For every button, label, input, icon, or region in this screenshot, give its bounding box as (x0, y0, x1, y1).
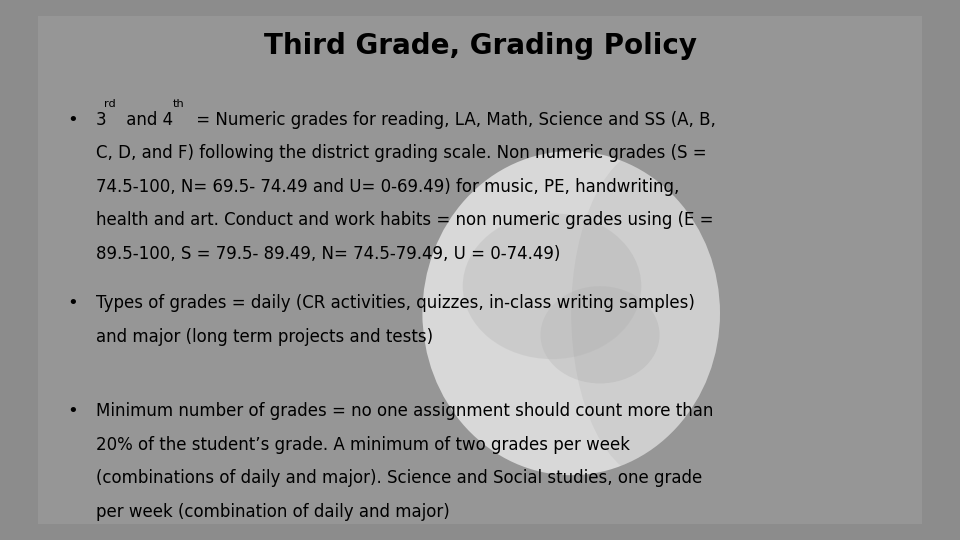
Text: health and art. Conduct and work habits = non numeric grades using (E =: health and art. Conduct and work habits … (96, 211, 713, 229)
Ellipse shape (463, 213, 641, 359)
Ellipse shape (571, 147, 735, 480)
Text: •: • (67, 402, 78, 420)
Text: 74.5-100, N= 69.5- 74.49 and U= 0-69.49) for music, PE, handwriting,: 74.5-100, N= 69.5- 74.49 and U= 0-69.49)… (96, 178, 680, 195)
Text: •: • (67, 111, 78, 129)
Ellipse shape (422, 151, 720, 475)
Text: Minimum number of grades = no one assignment should count more than: Minimum number of grades = no one assign… (96, 402, 713, 420)
Text: rd: rd (105, 99, 116, 109)
Text: C, D, and F) following the district grading scale. Non numeric grades (S =: C, D, and F) following the district grad… (96, 144, 707, 162)
Text: 3: 3 (96, 111, 107, 129)
Text: Third Grade, Grading Policy: Third Grade, Grading Policy (263, 32, 697, 60)
Text: 20% of the student’s grade. A minimum of two grades per week: 20% of the student’s grade. A minimum of… (96, 436, 630, 454)
Ellipse shape (540, 286, 660, 383)
Text: and 4: and 4 (121, 111, 173, 129)
Text: and major (long term projects and tests): and major (long term projects and tests) (96, 328, 433, 346)
Text: = Numeric grades for reading, LA, Math, Science and SS (A, B,: = Numeric grades for reading, LA, Math, … (191, 111, 715, 129)
Text: Types of grades = daily (CR activities, quizzes, in-class writing samples): Types of grades = daily (CR activities, … (96, 294, 695, 312)
Text: (combinations of daily and major). Science and Social studies, one grade: (combinations of daily and major). Scien… (96, 469, 703, 487)
Text: per week (combination of daily and major): per week (combination of daily and major… (96, 503, 449, 521)
Text: th: th (173, 99, 185, 109)
Text: •: • (67, 294, 78, 312)
Text: 89.5-100, S = 79.5- 89.49, N= 74.5-79.49, U = 0-74.49): 89.5-100, S = 79.5- 89.49, N= 74.5-79.49… (96, 245, 561, 262)
